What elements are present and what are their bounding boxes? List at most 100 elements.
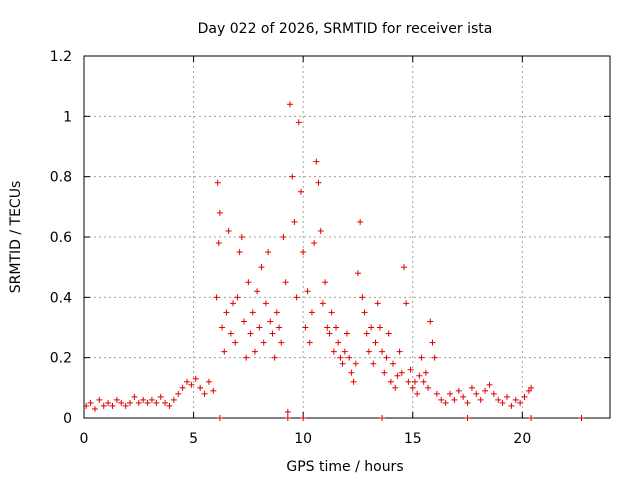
data-point	[87, 399, 94, 406]
data-point	[284, 415, 291, 421]
data-point	[451, 396, 458, 403]
data-point	[205, 378, 212, 385]
data-point	[245, 279, 252, 286]
data-point	[350, 378, 357, 385]
grid-lines	[84, 56, 610, 418]
data-point	[468, 384, 475, 391]
data-point	[100, 402, 107, 409]
data-point	[368, 324, 375, 331]
data-point	[431, 354, 438, 361]
y-tick-label: 0.4	[50, 290, 72, 306]
y-tick-label: 1	[63, 109, 72, 125]
data-point	[425, 384, 432, 391]
data-point	[414, 390, 421, 397]
data-point	[464, 415, 471, 421]
data-point	[96, 396, 103, 403]
data-point	[438, 396, 445, 403]
data-point	[238, 234, 245, 240]
data-point	[403, 300, 410, 307]
data-point	[302, 324, 309, 331]
data-point	[215, 240, 222, 247]
plot-frame	[83, 55, 611, 419]
data-point	[308, 309, 315, 316]
data-point	[447, 390, 454, 397]
data-point	[311, 240, 318, 247]
data-point	[219, 324, 226, 331]
data-point	[379, 415, 386, 421]
data-point	[322, 279, 329, 286]
data-point	[482, 387, 489, 394]
data-point	[192, 375, 199, 382]
data-point	[216, 209, 223, 216]
data-point	[528, 415, 535, 421]
data-point	[508, 402, 515, 409]
data-point	[289, 173, 296, 180]
data-point	[442, 399, 449, 406]
data-point	[293, 294, 300, 301]
data-point	[179, 384, 186, 391]
data-point	[249, 309, 256, 316]
data-point	[300, 415, 307, 421]
data-point	[306, 339, 313, 346]
y-tick-labels: 0 0.2 0.4 0.6 0.8 1 1.2	[50, 49, 72, 427]
data-point	[234, 294, 241, 301]
data-point	[528, 384, 535, 391]
data-point	[422, 369, 429, 376]
data-point	[339, 360, 346, 367]
data-point	[284, 408, 291, 415]
data-point	[213, 294, 220, 301]
data-point	[416, 372, 423, 379]
data-point	[464, 399, 471, 406]
data-point	[157, 393, 164, 400]
data-point	[319, 300, 326, 307]
data-point	[381, 369, 388, 376]
x-axis-label: GPS time / hours	[286, 459, 403, 475]
data-point	[105, 399, 112, 406]
data-point	[409, 384, 416, 391]
data-point	[473, 390, 480, 397]
data-point	[396, 348, 403, 355]
data-point	[337, 354, 344, 361]
data-points	[83, 101, 585, 421]
data-point	[140, 396, 147, 403]
data-point	[276, 324, 283, 331]
data-point	[269, 330, 276, 337]
data-point	[232, 339, 239, 346]
data-point	[352, 360, 359, 367]
data-point	[392, 384, 399, 391]
data-point	[344, 330, 350, 337]
data-point	[221, 348, 228, 355]
data-point	[118, 399, 125, 406]
y-tick-label: 0.8	[50, 170, 72, 186]
y-tick-label: 1.2	[50, 49, 72, 65]
data-point	[379, 348, 386, 355]
data-point	[365, 348, 372, 355]
data-point	[271, 354, 278, 361]
data-point	[273, 309, 280, 316]
data-point	[287, 101, 294, 108]
data-point	[477, 396, 484, 403]
data-point	[166, 402, 173, 409]
x-tick-labels: 0 5 10 15 20	[80, 431, 532, 447]
data-point	[295, 119, 302, 126]
data-point	[517, 399, 524, 406]
x-tick-label: 5	[189, 431, 198, 447]
data-point	[210, 387, 217, 394]
data-point	[197, 384, 204, 391]
data-point	[260, 339, 267, 346]
data-point	[370, 360, 377, 367]
data-point	[503, 393, 510, 400]
data-point	[333, 324, 340, 331]
data-point	[341, 348, 348, 355]
data-point	[315, 179, 322, 186]
data-point	[460, 393, 467, 400]
data-point	[346, 354, 353, 361]
data-point	[153, 399, 160, 406]
data-point	[113, 396, 120, 403]
data-point	[201, 390, 208, 397]
data-point	[398, 369, 405, 376]
data-point	[374, 300, 381, 307]
data-point	[411, 378, 418, 385]
data-point	[521, 393, 528, 400]
